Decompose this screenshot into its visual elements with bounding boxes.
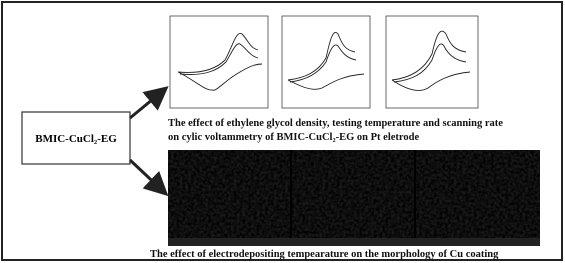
box-label: BMIC-CuCl₂-EG	[35, 133, 117, 145]
caption-sem: The effect of electrodepositing tempeara…	[150, 249, 499, 260]
caption-cv-2: on cylic voltammetry of BMIC-CuCl₂-EG on…	[168, 132, 419, 143]
caption-cv-1: The effect of ethylene glycol density, t…	[168, 118, 503, 129]
sem-images	[168, 150, 540, 246]
graphical-abstract: BMIC-CuCl₂-EG The effect of ethylene gly…	[0, 0, 565, 263]
cv-plots	[170, 16, 478, 108]
page: BMIC-CuCl₂-EG The effect of ethylene gly…	[0, 0, 565, 263]
